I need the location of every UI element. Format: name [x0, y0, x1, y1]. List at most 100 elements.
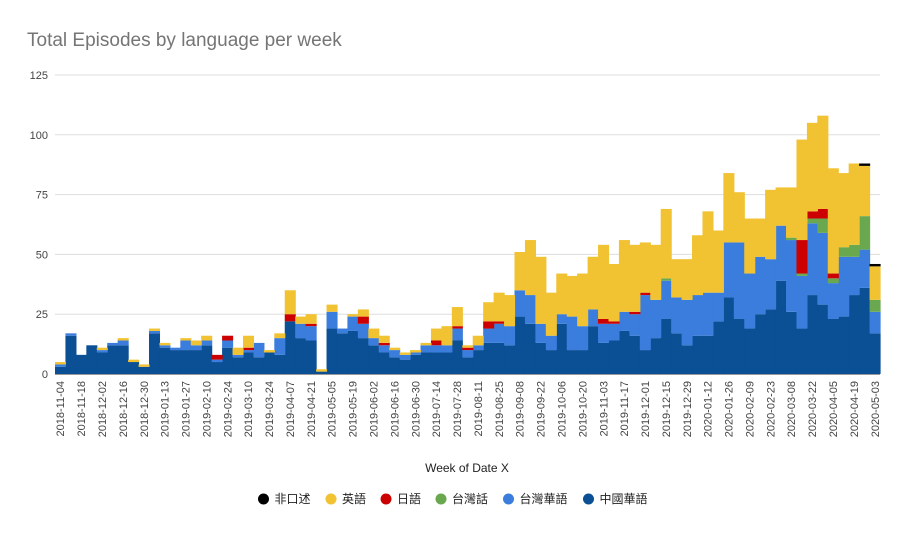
- x-tick-label: 2019-04-21: [306, 381, 318, 437]
- area-segment: [608, 323, 620, 341]
- area-segment: [556, 273, 568, 315]
- area-segment: [859, 287, 871, 374]
- area-segment: [504, 326, 516, 346]
- legend-item[interactable]: 非口述: [258, 492, 311, 506]
- area-segment: [159, 347, 171, 374]
- series-日語: [211, 208, 839, 360]
- y-tick-label: 50: [36, 249, 48, 261]
- area-segment: [869, 263, 881, 267]
- series-台灣話: [660, 216, 881, 312]
- area-segment: [817, 218, 829, 233]
- series-英語: [55, 115, 881, 372]
- area-segment: [451, 328, 463, 341]
- area-segment: [148, 328, 161, 331]
- area-segment: [222, 347, 234, 374]
- area-segment: [838, 173, 850, 248]
- area-segment: [723, 173, 735, 243]
- area-segment: [222, 340, 234, 348]
- area-segment: [598, 342, 610, 374]
- area-segment: [723, 242, 735, 298]
- area-segment: [775, 187, 787, 226]
- area-segment: [232, 357, 244, 374]
- area-segment: [472, 350, 484, 374]
- area-segment: [472, 335, 484, 346]
- area-segment: [660, 318, 672, 374]
- area-segment: [368, 338, 380, 346]
- area-segment: [295, 338, 307, 374]
- area-segment: [451, 340, 463, 374]
- area-segment: [827, 273, 839, 279]
- area-segment: [284, 290, 296, 315]
- plot-area: [55, 115, 881, 374]
- area-segment: [598, 323, 610, 343]
- area-segment: [702, 292, 714, 336]
- area-segment: [117, 345, 129, 374]
- x-tick-label: 2019-10-06: [556, 381, 568, 437]
- legend-label: 中國華語: [600, 491, 648, 506]
- area-segment: [117, 340, 129, 346]
- area-segment: [180, 350, 192, 374]
- legend-item[interactable]: 英語: [325, 491, 367, 506]
- legend-item[interactable]: 台灣話: [435, 491, 489, 506]
- area-segment: [692, 295, 704, 336]
- area-segment: [869, 266, 881, 300]
- x-tick-label: 2019-02-24: [222, 381, 234, 437]
- area-segment: [848, 163, 860, 245]
- x-tick-label: 2020-01-26: [724, 381, 736, 437]
- y-tick-label: 25: [36, 309, 48, 321]
- legend-swatch: [583, 493, 594, 505]
- area-segment: [817, 115, 829, 209]
- area-segment: [838, 247, 850, 257]
- area-segment: [65, 335, 77, 374]
- area-segment: [368, 328, 380, 339]
- area-segment: [389, 350, 401, 358]
- legend-label: 非口述: [275, 492, 311, 506]
- legend-item[interactable]: 台灣華語: [503, 491, 568, 506]
- area-segment: [483, 328, 495, 343]
- area-segment: [65, 333, 77, 336]
- area-segment: [420, 345, 432, 353]
- legend-swatch: [325, 493, 337, 505]
- area-segment: [671, 259, 683, 298]
- x-tick-label: 2019-05-05: [327, 381, 339, 437]
- area-segment: [242, 347, 255, 351]
- x-tick-label: 2019-08-11: [473, 381, 485, 436]
- area-segment: [378, 345, 390, 353]
- area-segment: [347, 316, 359, 331]
- area-segment: [733, 242, 745, 319]
- area-segment: [284, 321, 296, 374]
- area-segment: [524, 323, 536, 374]
- area-segment: [169, 350, 181, 374]
- area-segment: [378, 342, 390, 346]
- area-segment: [441, 326, 453, 346]
- area-segment: [263, 350, 275, 353]
- area-segment: [681, 299, 693, 346]
- area-segment: [211, 354, 223, 360]
- area-segment: [232, 354, 244, 358]
- area-segment: [378, 352, 390, 374]
- area-segment: [671, 297, 683, 334]
- x-tick-label: 2020-03-08: [786, 381, 798, 437]
- area-segment: [629, 314, 641, 336]
- area-segment: [55, 364, 67, 367]
- area-segment: [869, 333, 881, 374]
- area-segment: [775, 225, 787, 281]
- area-segment: [608, 263, 620, 322]
- area-segment: [441, 352, 453, 374]
- legend-item[interactable]: 中國華語: [583, 491, 648, 506]
- x-tick-label: 2020-02-09: [744, 381, 756, 437]
- area-segment: [712, 292, 724, 322]
- area-segment: [242, 335, 255, 348]
- area-segment: [232, 347, 244, 355]
- area-segment: [242, 350, 255, 353]
- area-segment: [786, 237, 798, 241]
- x-tick-label: 2019-12-15: [661, 381, 673, 437]
- area-segment: [295, 316, 307, 324]
- area-segment: [765, 189, 777, 260]
- legend-item[interactable]: 日語: [380, 491, 422, 506]
- area-segment: [524, 295, 536, 324]
- area-segment: [462, 350, 474, 358]
- x-tick-label: 2019-02-10: [201, 381, 213, 437]
- area-segment: [430, 340, 442, 346]
- area-segment: [169, 347, 181, 351]
